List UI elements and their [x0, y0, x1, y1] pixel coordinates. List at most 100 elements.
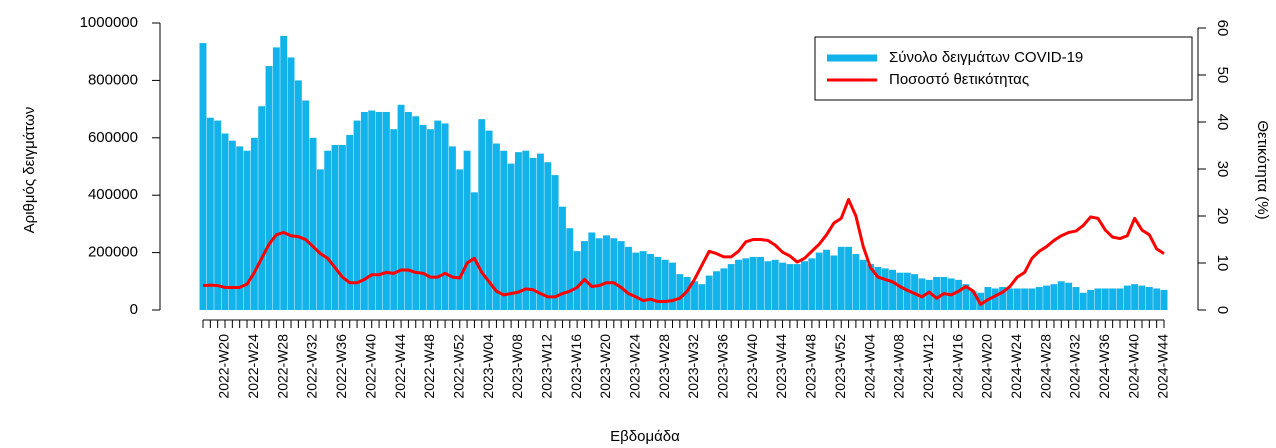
y2-axis-title: Θετικότητα (%) — [1254, 120, 1271, 219]
bar — [228, 140, 236, 310]
x-tick-label: 2022-W36 — [333, 334, 349, 399]
bar — [199, 43, 207, 311]
x-axis-title: Εβδομάδα — [610, 428, 680, 445]
y2-tick-label: 40 — [1214, 114, 1231, 131]
bar — [845, 246, 853, 310]
bar — [764, 261, 772, 310]
x-tick-label: 2024-W44 — [1155, 334, 1171, 399]
x-tick-label: 2023-W04 — [480, 334, 496, 399]
bar — [823, 249, 830, 310]
x-tick-label: 2022-W20 — [216, 334, 232, 399]
x-tick-label: 2023-W08 — [509, 334, 525, 399]
bar — [1050, 284, 1058, 310]
x-tick-label: 2022-W48 — [421, 334, 437, 399]
bar — [588, 232, 596, 310]
bar — [1094, 288, 1102, 310]
y-tick-label: 1000000 — [80, 14, 138, 31]
bar — [492, 143, 500, 310]
bar — [867, 264, 875, 310]
bar — [742, 258, 750, 310]
bar — [559, 206, 566, 310]
bar — [434, 120, 442, 310]
bar — [537, 153, 544, 310]
x-tick-label: 2024-W08 — [891, 334, 907, 399]
bar — [801, 261, 808, 310]
bar — [808, 258, 816, 310]
bar — [514, 152, 522, 310]
bar — [1065, 282, 1073, 310]
y-tick-label: 800000 — [88, 71, 138, 88]
legend-label: Ποσοστό θετικότητας — [889, 71, 1029, 88]
x-tick-label: 2023-W12 — [538, 334, 554, 399]
y2-tick-label: 20 — [1214, 208, 1231, 225]
bar — [214, 120, 222, 310]
bar — [859, 259, 867, 310]
bar — [1087, 289, 1095, 310]
x-tick-label: 2022-W44 — [392, 334, 408, 399]
bar — [287, 57, 295, 310]
bar — [962, 284, 970, 310]
bar — [382, 111, 390, 310]
x-tick-label: 2023-W24 — [627, 334, 643, 399]
bar — [837, 246, 845, 310]
x-tick-label: 2023-W32 — [685, 334, 701, 399]
y2-tick-label: 30 — [1214, 161, 1231, 178]
bar — [265, 66, 273, 310]
bar — [419, 124, 427, 310]
bar — [1057, 281, 1065, 310]
bar — [1021, 288, 1029, 310]
bar — [1131, 284, 1139, 310]
bar — [918, 278, 926, 310]
bar — [999, 287, 1007, 310]
bar — [933, 276, 941, 310]
bar — [272, 47, 280, 311]
bar — [720, 268, 728, 310]
bar — [632, 252, 640, 310]
x-tick-label: 2024-W36 — [1096, 334, 1112, 399]
bar — [390, 129, 398, 310]
bar — [397, 104, 405, 310]
x-tick-label: 2022-W32 — [304, 334, 320, 399]
bar — [1072, 287, 1080, 310]
bar — [353, 120, 361, 310]
bar — [302, 100, 310, 311]
bar — [566, 228, 574, 310]
bar — [1028, 288, 1036, 310]
bar — [236, 146, 244, 310]
bar — [478, 119, 486, 311]
bar — [463, 150, 471, 310]
x-tick-label: 2024-W16 — [949, 334, 965, 399]
bar — [280, 35, 288, 310]
bar — [1145, 287, 1153, 310]
bar — [1109, 288, 1117, 310]
bar — [294, 80, 302, 311]
bar — [324, 150, 332, 310]
bar — [507, 163, 515, 310]
bar — [1153, 288, 1161, 310]
bar — [1138, 285, 1146, 310]
x-tick-label: 2024-W20 — [979, 334, 995, 399]
bar — [735, 259, 742, 310]
legend-label: Σύνολο δειγμάτων COVID-19 — [889, 49, 1083, 66]
bar — [529, 157, 537, 310]
bar — [595, 238, 603, 310]
bar — [757, 256, 764, 310]
bar — [691, 281, 698, 310]
bar — [1043, 285, 1051, 310]
bar — [243, 150, 251, 310]
x-tick-label: 2023-W52 — [832, 334, 848, 399]
x-tick-label: 2023-W28 — [656, 334, 672, 399]
bar — [456, 169, 464, 310]
x-tick-label: 2023-W20 — [597, 334, 613, 399]
bar — [522, 150, 530, 310]
bar — [309, 137, 317, 310]
x-tick-label: 2024-W04 — [861, 334, 877, 399]
bar — [771, 259, 779, 310]
x-tick-label: 2023-W40 — [744, 334, 760, 399]
bar — [727, 264, 735, 310]
legend-box — [814, 36, 1193, 101]
bar — [705, 275, 713, 310]
bar — [676, 274, 684, 310]
x-tick-label: 2023-W16 — [568, 334, 584, 399]
